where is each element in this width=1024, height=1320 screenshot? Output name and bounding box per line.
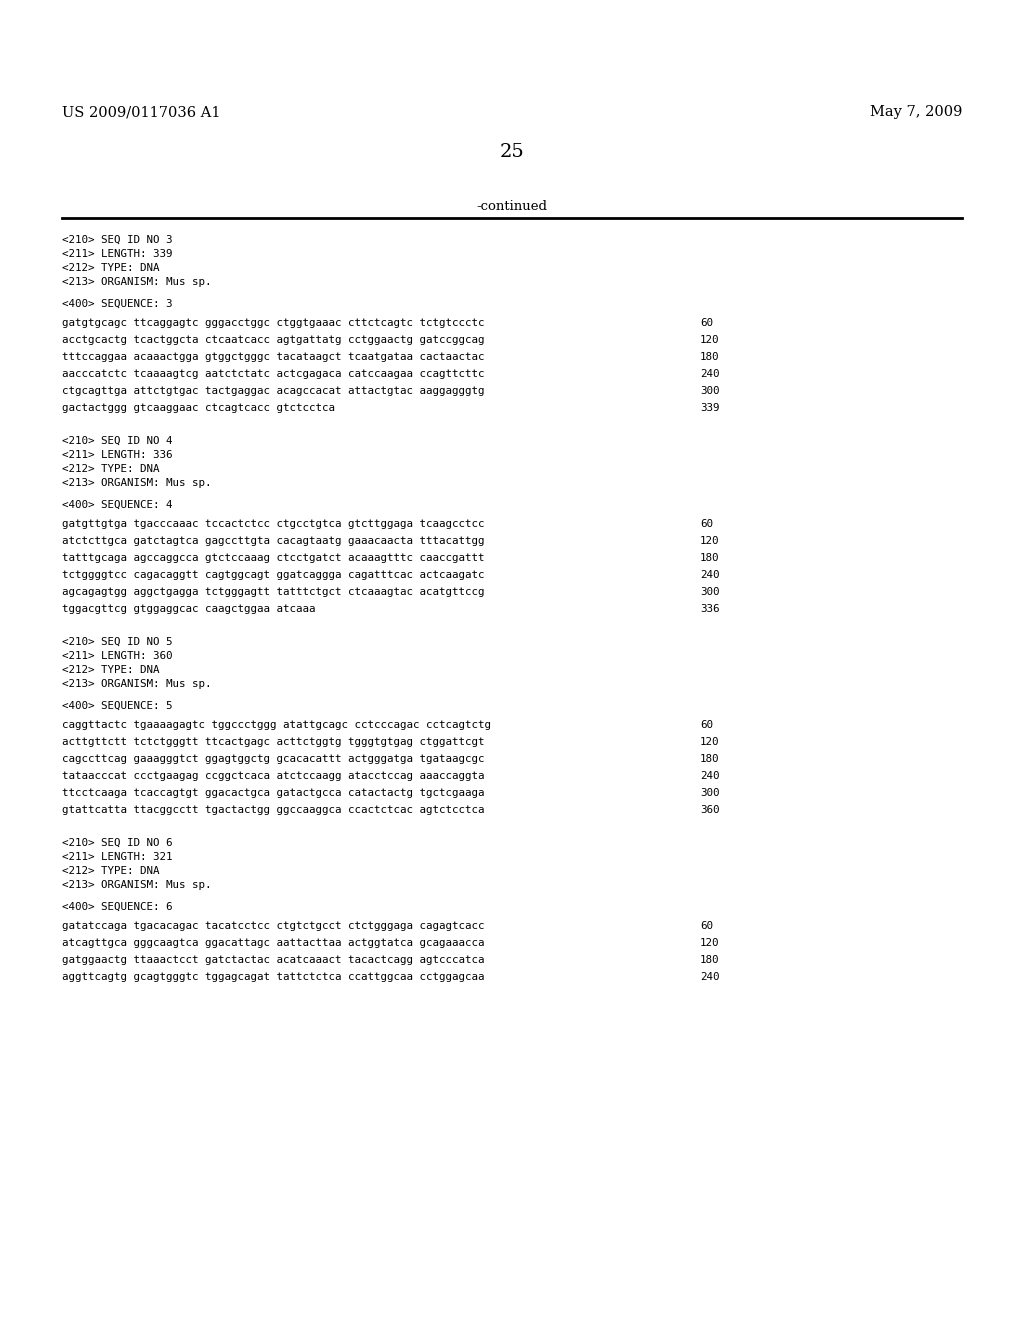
Text: <400> SEQUENCE: 5: <400> SEQUENCE: 5 bbox=[62, 701, 172, 711]
Text: <400> SEQUENCE: 3: <400> SEQUENCE: 3 bbox=[62, 300, 172, 309]
Text: <212> TYPE: DNA: <212> TYPE: DNA bbox=[62, 665, 160, 675]
Text: <213> ORGANISM: Mus sp.: <213> ORGANISM: Mus sp. bbox=[62, 880, 212, 890]
Text: 120: 120 bbox=[700, 737, 720, 747]
Text: 120: 120 bbox=[700, 939, 720, 948]
Text: 120: 120 bbox=[700, 536, 720, 546]
Text: 240: 240 bbox=[700, 972, 720, 982]
Text: <210> SEQ ID NO 6: <210> SEQ ID NO 6 bbox=[62, 838, 172, 847]
Text: <213> ORGANISM: Mus sp.: <213> ORGANISM: Mus sp. bbox=[62, 277, 212, 286]
Text: <211> LENGTH: 336: <211> LENGTH: 336 bbox=[62, 450, 172, 459]
Text: tctggggtcc cagacaggtt cagtggcagt ggatcaggga cagatttcac actcaagatc: tctggggtcc cagacaggtt cagtggcagt ggatcag… bbox=[62, 570, 484, 579]
Text: cagccttcag gaaagggtct ggagtggctg gcacacattt actgggatga tgataagcgc: cagccttcag gaaagggtct ggagtggctg gcacaca… bbox=[62, 754, 484, 764]
Text: 60: 60 bbox=[700, 921, 713, 931]
Text: 300: 300 bbox=[700, 587, 720, 597]
Text: gactactggg gtcaaggaac ctcagtcacc gtctcctca: gactactggg gtcaaggaac ctcagtcacc gtctcct… bbox=[62, 403, 335, 413]
Text: caggttactc tgaaaagagtc tggccctggg atattgcagc cctcccagac cctcagtctg: caggttactc tgaaaagagtc tggccctggg atattg… bbox=[62, 719, 490, 730]
Text: 60: 60 bbox=[700, 719, 713, 730]
Text: US 2009/0117036 A1: US 2009/0117036 A1 bbox=[62, 106, 220, 119]
Text: 60: 60 bbox=[700, 519, 713, 529]
Text: 240: 240 bbox=[700, 570, 720, 579]
Text: 240: 240 bbox=[700, 771, 720, 781]
Text: atcagttgca gggcaagtca ggacattagc aattacttaa actggtatca gcagaaacca: atcagttgca gggcaagtca ggacattagc aattact… bbox=[62, 939, 484, 948]
Text: -continued: -continued bbox=[476, 199, 548, 213]
Text: gatgtgcagc ttcaggagtc gggacctggc ctggtgaaac cttctcagtc tctgtccctc: gatgtgcagc ttcaggagtc gggacctggc ctggtga… bbox=[62, 318, 484, 327]
Text: tggacgttcg gtggaggcac caagctggaa atcaaa: tggacgttcg gtggaggcac caagctggaa atcaaa bbox=[62, 605, 315, 614]
Text: acttgttctt tctctgggtt ttcactgagc acttctggtg tgggtgtgag ctggattcgt: acttgttctt tctctgggtt ttcactgagc acttctg… bbox=[62, 737, 484, 747]
Text: <213> ORGANISM: Mus sp.: <213> ORGANISM: Mus sp. bbox=[62, 478, 212, 488]
Text: ctgcagttga attctgtgac tactgaggac acagccacat attactgtac aaggagggtg: ctgcagttga attctgtgac tactgaggac acagcca… bbox=[62, 385, 484, 396]
Text: tttccaggaa acaaactgga gtggctgggc tacataagct tcaatgataa cactaactac: tttccaggaa acaaactgga gtggctgggc tacataa… bbox=[62, 352, 484, 362]
Text: 240: 240 bbox=[700, 370, 720, 379]
Text: aacccatctc tcaaaagtcg aatctctatc actcgagaca catccaagaa ccagttcttc: aacccatctc tcaaaagtcg aatctctatc actcgag… bbox=[62, 370, 484, 379]
Text: 339: 339 bbox=[700, 403, 720, 413]
Text: <212> TYPE: DNA: <212> TYPE: DNA bbox=[62, 263, 160, 273]
Text: 60: 60 bbox=[700, 318, 713, 327]
Text: gtattcatta ttacggcctt tgactactgg ggccaaggca ccactctcac agtctcctca: gtattcatta ttacggcctt tgactactgg ggccaag… bbox=[62, 805, 484, 814]
Text: tataacccat ccctgaagag ccggctcaca atctccaagg atacctccag aaaccaggta: tataacccat ccctgaagag ccggctcaca atctcca… bbox=[62, 771, 484, 781]
Text: May 7, 2009: May 7, 2009 bbox=[869, 106, 962, 119]
Text: <212> TYPE: DNA: <212> TYPE: DNA bbox=[62, 465, 160, 474]
Text: <210> SEQ ID NO 4: <210> SEQ ID NO 4 bbox=[62, 436, 172, 446]
Text: <213> ORGANISM: Mus sp.: <213> ORGANISM: Mus sp. bbox=[62, 678, 212, 689]
Text: 180: 180 bbox=[700, 954, 720, 965]
Text: agcagagtgg aggctgagga tctgggagtt tatttctgct ctcaaagtac acatgttccg: agcagagtgg aggctgagga tctgggagtt tatttct… bbox=[62, 587, 484, 597]
Text: <210> SEQ ID NO 3: <210> SEQ ID NO 3 bbox=[62, 235, 172, 246]
Text: 360: 360 bbox=[700, 805, 720, 814]
Text: acctgcactg tcactggcta ctcaatcacc agtgattatg cctggaactg gatccggcag: acctgcactg tcactggcta ctcaatcacc agtgatt… bbox=[62, 335, 484, 345]
Text: <212> TYPE: DNA: <212> TYPE: DNA bbox=[62, 866, 160, 876]
Text: 120: 120 bbox=[700, 335, 720, 345]
Text: tatttgcaga agccaggcca gtctccaaag ctcctgatct acaaagtttc caaccgattt: tatttgcaga agccaggcca gtctccaaag ctcctga… bbox=[62, 553, 484, 564]
Text: <400> SEQUENCE: 4: <400> SEQUENCE: 4 bbox=[62, 500, 172, 510]
Text: gatatccaga tgacacagac tacatcctcc ctgtctgcct ctctgggaga cagagtcacc: gatatccaga tgacacagac tacatcctcc ctgtctg… bbox=[62, 921, 484, 931]
Text: <211> LENGTH: 360: <211> LENGTH: 360 bbox=[62, 651, 172, 661]
Text: 180: 180 bbox=[700, 352, 720, 362]
Text: 300: 300 bbox=[700, 385, 720, 396]
Text: aggttcagtg gcagtgggtc tggagcagat tattctctca ccattggcaa cctggagcaa: aggttcagtg gcagtgggtc tggagcagat tattctc… bbox=[62, 972, 484, 982]
Text: 180: 180 bbox=[700, 553, 720, 564]
Text: <400> SEQUENCE: 6: <400> SEQUENCE: 6 bbox=[62, 902, 172, 912]
Text: <210> SEQ ID NO 5: <210> SEQ ID NO 5 bbox=[62, 638, 172, 647]
Text: 336: 336 bbox=[700, 605, 720, 614]
Text: atctcttgca gatctagtca gagccttgta cacagtaatg gaaacaacta tttacattgg: atctcttgca gatctagtca gagccttgta cacagta… bbox=[62, 536, 484, 546]
Text: 180: 180 bbox=[700, 754, 720, 764]
Text: 300: 300 bbox=[700, 788, 720, 799]
Text: 25: 25 bbox=[500, 143, 524, 161]
Text: <211> LENGTH: 339: <211> LENGTH: 339 bbox=[62, 249, 172, 259]
Text: gatgttgtga tgacccaaac tccactctcc ctgcctgtca gtcttggaga tcaagcctcc: gatgttgtga tgacccaaac tccactctcc ctgcctg… bbox=[62, 519, 484, 529]
Text: <211> LENGTH: 321: <211> LENGTH: 321 bbox=[62, 851, 172, 862]
Text: gatggaactg ttaaactcct gatctactac acatcaaact tacactcagg agtcccatca: gatggaactg ttaaactcct gatctactac acatcaa… bbox=[62, 954, 484, 965]
Text: ttcctcaaga tcaccagtgt ggacactgca gatactgcca catactactg tgctcgaaga: ttcctcaaga tcaccagtgt ggacactgca gatactg… bbox=[62, 788, 484, 799]
